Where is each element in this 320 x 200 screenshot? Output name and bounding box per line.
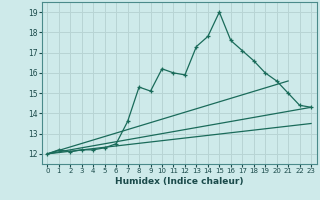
X-axis label: Humidex (Indice chaleur): Humidex (Indice chaleur)	[115, 177, 244, 186]
